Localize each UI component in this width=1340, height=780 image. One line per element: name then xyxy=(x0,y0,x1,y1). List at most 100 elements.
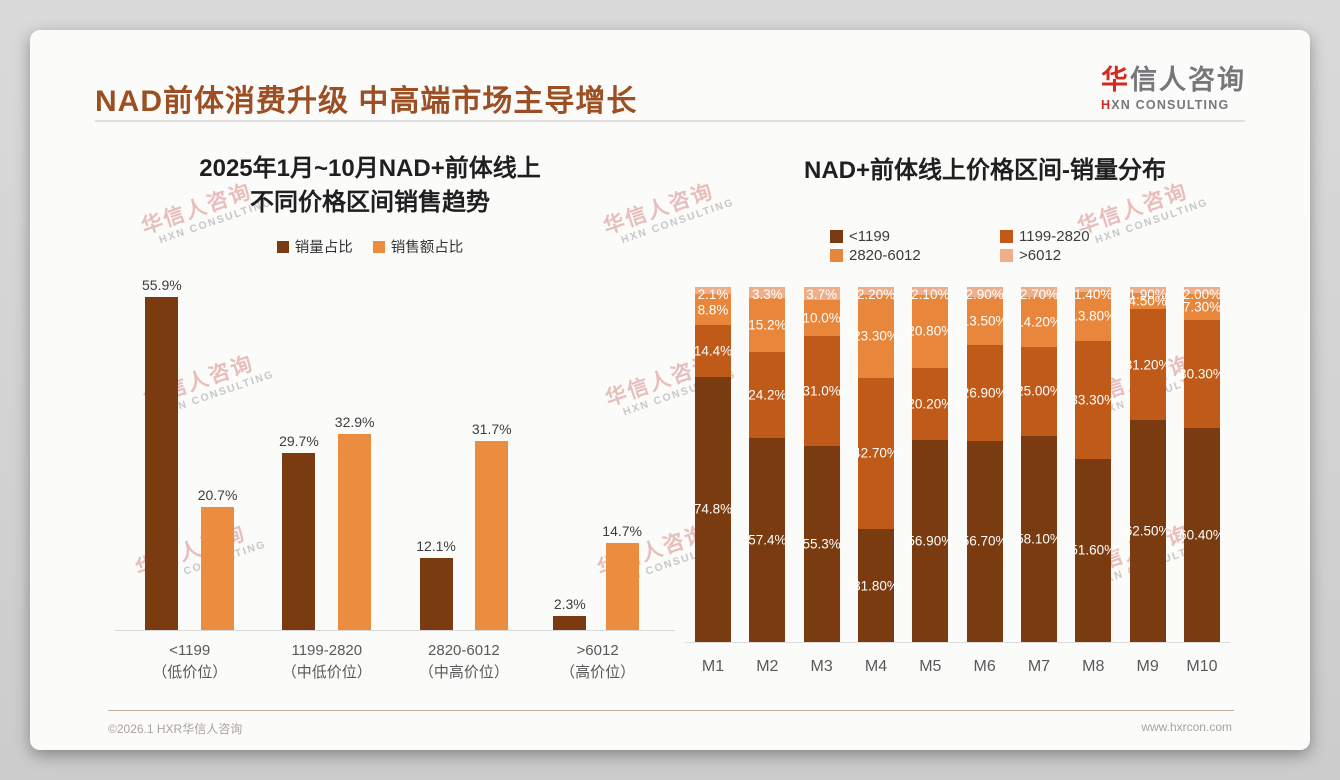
legend-item-sales-amount-share: 销售额占比 xyxy=(372,236,463,257)
title-divider xyxy=(95,120,1245,122)
right-chart-legend: <1199 1199-2820 2820-6012 >6012 xyxy=(830,228,1170,264)
segment-1199-2820: 26.90% xyxy=(962,345,1008,441)
segment-value-label: 42.70% xyxy=(853,445,899,461)
segment-2820-6012: 20.80% xyxy=(907,294,953,369)
right-stacked-bar-plot: 74.8% 14.4% 8.8% 2.1% 57.4% 24.2% 15.2% 3.3% 55.… xyxy=(693,286,1225,642)
bar-group: 12.1% 31.7% 2820-6012 （中高价位） xyxy=(416,421,512,681)
segment-<1199: 57.4% xyxy=(748,438,787,642)
category-label: <1199 （低价位） xyxy=(115,640,265,684)
bar-group: 29.7% 32.9% 1199-2820 （中低价位） xyxy=(279,414,374,681)
segment-<1199: 56.70% xyxy=(962,440,1008,642)
stacked-bar-M4: 31.80% 42.70% 23.30% 2.20% xyxy=(853,287,899,642)
right-chart-title: NAD+前体线上价格区间-销量分布 xyxy=(803,157,1166,184)
legend-item-2820-6012: 2820-6012 xyxy=(830,247,1000,264)
segment-value-label: 26.90% xyxy=(961,385,1008,401)
segment-2820-6012: 13.80% xyxy=(1070,291,1116,341)
segment-value-label: 60.40% xyxy=(1179,527,1225,543)
bar-销量占比 xyxy=(145,297,179,630)
presentation-slide: 华信人咨询 HXN CONSULTING 华信人咨询 HXN CONSULTING 华信… xyxy=(30,30,1310,750)
watermark-en-text: HXN CONSULTING xyxy=(619,196,736,247)
bar-value-label: 29.7% xyxy=(279,433,319,450)
segment->6012: 2.1% xyxy=(695,286,731,302)
segment-value-label: 14.4% xyxy=(693,343,733,359)
segment-1199-2820: 24.2% xyxy=(748,352,787,439)
segment-<1199: 55.3% xyxy=(803,445,841,642)
legend-swatch xyxy=(830,230,843,243)
left-chart-title-line1: 2025年1月~10月NAD+前体线上 xyxy=(199,155,541,182)
segment-value-label: 2.1% xyxy=(697,286,729,302)
segment-value-label: 2.70% xyxy=(1019,286,1059,302)
bar-group: 2.3% 14.7% >6012 （高价位） xyxy=(553,523,642,681)
bar-销售额占比 xyxy=(201,506,235,630)
bar-销售额占比 xyxy=(475,441,509,630)
x-axis-label-M3: M3 xyxy=(810,658,833,675)
segment-value-label: 3.7% xyxy=(806,287,838,303)
legend-item-1199-2820: 1199-2820 xyxy=(1000,228,1170,245)
x-axis-label-M10: M10 xyxy=(1186,658,1218,675)
segment->6012: 2.00% xyxy=(1183,287,1221,302)
bar-group: 55.9% 20.7% <1199 （低价位） xyxy=(142,277,237,681)
legend-label: 销量占比 xyxy=(294,240,353,256)
company-logo: 华信人咨询 HXN CONSULTING xyxy=(1101,58,1246,112)
bar-value-label: 12.1% xyxy=(416,538,456,554)
bar-销售额占比 xyxy=(338,434,372,630)
legend-item-sales-volume-share: 销量占比 xyxy=(276,236,353,257)
left-chart-title: 2025年1月~10月NAD+前体线上 不同价格区间销售趋势 xyxy=(135,152,605,220)
segment-value-label: 56.90% xyxy=(907,533,954,549)
segment-2820-6012: 4.50% xyxy=(1128,293,1167,310)
legend-label: 2820-6012 xyxy=(849,247,921,264)
segment-<1199: 60.40% xyxy=(1179,427,1225,642)
bar-with-label: 20.7% xyxy=(198,487,237,630)
segment-value-label: 10.0% xyxy=(802,310,841,326)
segment-2820-6012: 8.8% xyxy=(695,294,731,326)
left-chart-legend: 销量占比 销售额占比 xyxy=(135,236,605,257)
segment->6012: 1.40% xyxy=(1074,286,1112,302)
logo-chinese-text: 华信人咨询 xyxy=(1101,58,1246,97)
segment-value-label: 31.80% xyxy=(853,578,899,594)
right-chart-x-axis-labels: M1 M2 M3 M4 M5 M6 M7 M8 M9 M10 xyxy=(695,658,1220,676)
stacked-bar-M1: 74.8% 14.4% 8.8% 2.1% xyxy=(693,286,733,642)
bar-销量占比 xyxy=(282,453,316,630)
bar-value-label: 31.7% xyxy=(471,421,512,438)
category-label-line: <1199 xyxy=(169,642,211,659)
segment-value-label: 30.30% xyxy=(1179,366,1225,382)
segment-value-label: 1.40% xyxy=(1074,286,1113,302)
footer-copyright: ©2026.1 HXR华信人咨询 xyxy=(108,722,243,736)
page-title: NAD前体消费升级 中高端市场主导增长 xyxy=(95,85,638,118)
segment-value-label: 31.0% xyxy=(802,383,841,399)
segment-value-label: 24.2% xyxy=(748,387,787,403)
segment-2820-6012: 13.50% xyxy=(962,297,1008,346)
category-label-line: >6012 xyxy=(576,642,619,659)
bar-with-label: 55.9% xyxy=(142,277,182,630)
x-axis-label-M6: M6 xyxy=(973,658,996,675)
segment-value-label: 57.4% xyxy=(748,532,787,548)
legend-item-lt1199: <1199 xyxy=(830,228,1000,245)
left-chart-x-axis-line xyxy=(115,630,675,631)
bar-with-label: 14.7% xyxy=(602,523,642,630)
x-axis-label-M2: M2 xyxy=(756,658,779,675)
stacked-bar-M5: 56.90% 20.20% 20.80% 2.10% xyxy=(907,287,953,642)
segment-value-label: 8.8% xyxy=(697,302,729,318)
segment-1199-2820: 31.20% xyxy=(1125,309,1171,421)
segment-1199-2820: 30.30% xyxy=(1179,320,1225,428)
logo-en-gray: XN CONSULTING xyxy=(1111,98,1230,112)
segment-value-label: 74.8% xyxy=(693,501,733,517)
stacked-bar-M8: 51.60% 33.30% 13.80% 1.40% xyxy=(1070,286,1116,642)
segment-2820-6012: 15.2% xyxy=(748,298,786,353)
segment-value-label: 58.10% xyxy=(1016,531,1062,547)
category-label-line: 2820-6012 xyxy=(428,642,500,659)
segment-value-label: 14.20% xyxy=(1016,314,1062,330)
bar-with-label: 31.7% xyxy=(472,421,512,630)
logo-cn-red: 华 xyxy=(1101,65,1130,95)
bar-销售额占比 xyxy=(605,542,639,630)
bar-销量占比 xyxy=(553,616,587,630)
segment-value-label: 51.60% xyxy=(1070,542,1117,558)
legend-swatch xyxy=(1000,230,1013,243)
segment-<1199: 62.50% xyxy=(1125,420,1171,642)
segment-value-label: 7.30% xyxy=(1182,299,1222,315)
legend-swatch xyxy=(276,240,289,253)
logo-en-red: H xyxy=(1101,98,1112,112)
legend-label: 1199-2820 xyxy=(1019,228,1090,245)
legend-swatch xyxy=(830,249,843,262)
segment-value-label: 13.80% xyxy=(1070,308,1117,324)
